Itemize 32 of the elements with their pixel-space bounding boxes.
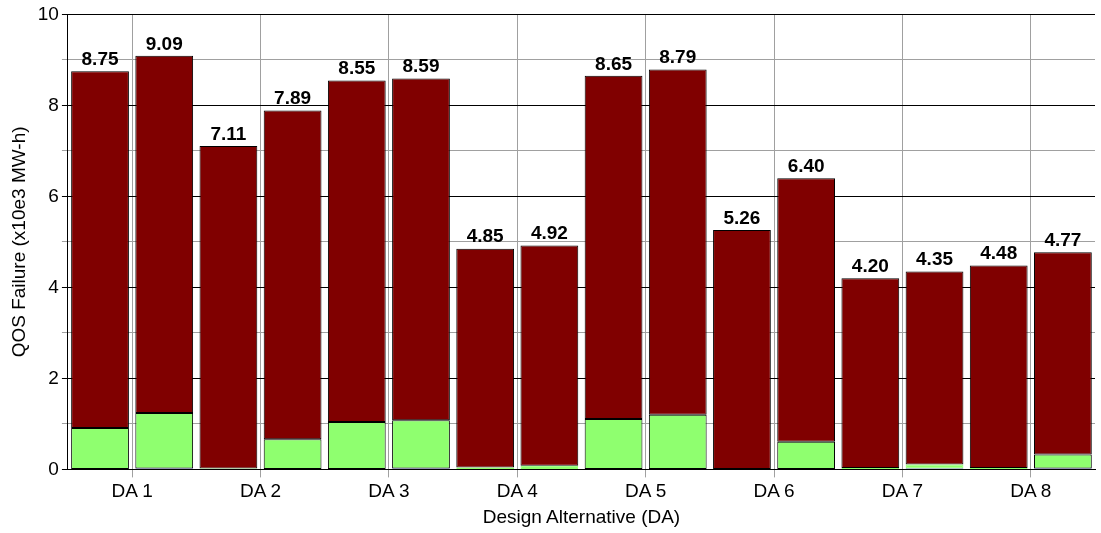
total-label: 8.65: [595, 52, 633, 74]
total-label: 4.20: [851, 255, 889, 277]
total-label: 6.40: [787, 154, 825, 176]
x-tick-label: DA 1: [111, 480, 153, 502]
x-tick-label: DA 7: [881, 480, 924, 502]
total-label: 8.79: [659, 46, 697, 68]
x-tick-label: DA 5: [625, 480, 667, 502]
total-label: 8.75: [81, 48, 119, 70]
y-axis-title: QOS Failure (x10e3 MW-h): [7, 126, 29, 358]
total-label: 8.55: [338, 57, 376, 79]
total-label: 7.11: [210, 122, 247, 144]
y-tick-label: 4: [48, 275, 60, 297]
total-label: 4.92: [530, 222, 568, 244]
total-label: 4.77: [1044, 229, 1082, 251]
total-label: 4.35: [916, 248, 954, 270]
y-tick-label: 10: [37, 2, 59, 24]
x-tick-label: DA 8: [1010, 480, 1052, 502]
y-tick-label: 6: [48, 184, 59, 206]
y-tick-label: 8: [48, 93, 59, 115]
total-label: 4.85: [466, 225, 505, 247]
x-tick-label: DA 6: [753, 480, 795, 502]
y-tick-label: 2: [48, 366, 59, 388]
total-label: 7.89: [274, 87, 312, 109]
x-tick-label: DA 4: [496, 480, 539, 502]
x-tick-label: DA 3: [368, 480, 410, 502]
total-label: 5.26: [723, 206, 761, 228]
y-tick-label: 0: [48, 457, 59, 479]
total-label: 8.59: [402, 55, 440, 77]
total-label: 4.48: [980, 242, 1018, 264]
x-axis-title: Design Alternative (DA): [482, 505, 681, 527]
x-tick-label: DA 2: [239, 480, 282, 502]
total-label: 9.09: [145, 32, 183, 54]
